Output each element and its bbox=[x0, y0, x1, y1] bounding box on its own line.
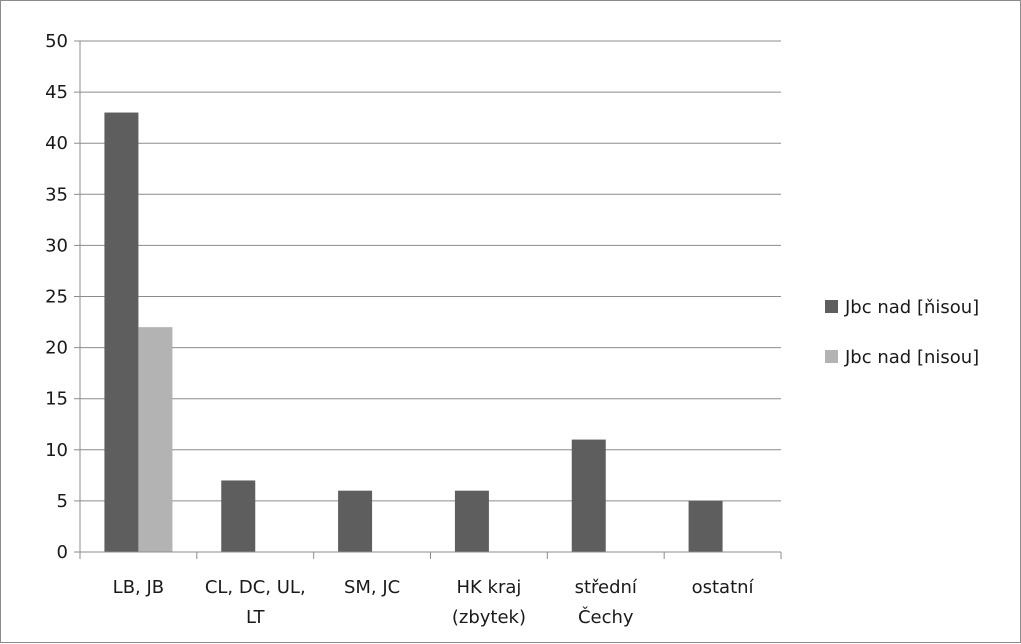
legend-label: Jbc nad [nisou] bbox=[844, 347, 979, 368]
y-tick-label: 20 bbox=[45, 338, 68, 359]
bars bbox=[104, 112, 723, 552]
x-category-label: LB, JB bbox=[113, 577, 164, 598]
x-category-label: HK kraj (zbytek) bbox=[452, 577, 526, 628]
axes bbox=[74, 40, 782, 559]
bar-series-1 bbox=[221, 480, 256, 552]
y-tick-label: 5 bbox=[57, 491, 68, 512]
x-category-label-line: (zbytek) bbox=[452, 607, 526, 628]
x-category-label-line: LB, JB bbox=[113, 577, 164, 598]
legend-swatch bbox=[825, 350, 838, 363]
y-tick-label: 45 bbox=[45, 82, 68, 103]
legend-label: Jbc nad [ňisou] bbox=[844, 297, 979, 318]
x-category-label-line: ostatní bbox=[692, 577, 755, 598]
axis-labels: 0 5 10 15 20 25 30 35 40 45 50 LB, JB CL, DC, UL, LT S… bbox=[45, 31, 754, 628]
x-category-label-line: SM, JC bbox=[344, 577, 400, 598]
x-category-label-line: CL, DC, UL, bbox=[205, 577, 306, 598]
y-tick-label: 25 bbox=[45, 287, 68, 308]
y-tick-label: 30 bbox=[45, 235, 68, 256]
bar-series-1 bbox=[688, 500, 723, 552]
x-category-label-line: HK kraj bbox=[456, 577, 521, 598]
x-category-label: CL, DC, UL, LT bbox=[205, 577, 306, 628]
y-tick-label: 40 bbox=[45, 133, 68, 154]
bar-series-2 bbox=[138, 327, 173, 552]
y-tick-label: 15 bbox=[45, 389, 68, 410]
bar-series-1 bbox=[338, 490, 373, 552]
x-category-label: ostatní bbox=[692, 577, 755, 598]
y-tick-label: 0 bbox=[57, 542, 68, 563]
legend: Jbc nad [ňisou] Jbc nad [nisou] bbox=[825, 297, 979, 368]
legend-swatch bbox=[825, 300, 838, 313]
x-category-label-line: LT bbox=[246, 607, 266, 628]
gridlines bbox=[80, 40, 781, 502]
y-tick-label: 10 bbox=[45, 440, 68, 461]
x-category-label-line: Čechy bbox=[578, 606, 634, 628]
x-category-label: SM, JC bbox=[344, 577, 400, 598]
bar-series-1 bbox=[104, 112, 139, 552]
bar-series-1 bbox=[571, 439, 606, 552]
y-tick-label: 35 bbox=[45, 184, 68, 205]
y-tick-label: 50 bbox=[45, 31, 68, 52]
x-category-label: střední Čechy bbox=[575, 577, 638, 628]
x-category-label-line: střední bbox=[575, 577, 638, 598]
bar-series-1 bbox=[454, 490, 489, 552]
